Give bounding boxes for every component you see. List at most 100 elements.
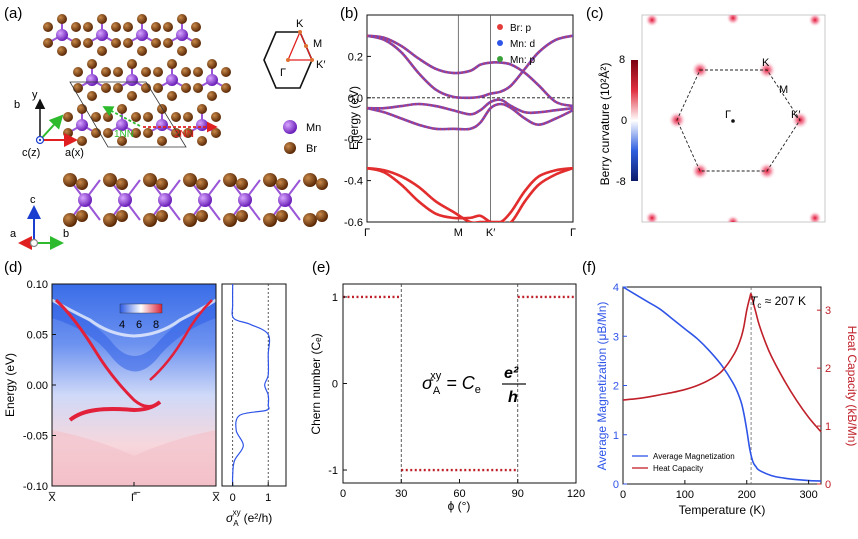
panel-e-letter: (e) [312,259,330,276]
br-atom [131,112,141,122]
x-tick-label: 120 [567,488,585,500]
band-dots [367,102,573,131]
br-atom [113,83,123,93]
sigma-plot-frame [221,283,287,487]
br-atom [156,178,168,190]
br-atom [207,59,217,69]
atom-legend: Mn Br [283,120,321,155]
br-atom [163,22,173,32]
br-atom [63,128,73,138]
br-atom [183,173,197,187]
y-tick-label: 0.2 [348,51,363,63]
y2-tick-label: 2 [825,363,831,375]
br-atom [117,104,127,114]
band-curves [367,34,573,222]
br-atom [196,178,208,190]
br-atom [191,22,201,32]
x-tick-label: Γ [364,227,370,239]
x-tick-label: 0 [340,488,346,500]
mn-atom [86,74,98,86]
br-atom [167,91,177,101]
br-atom [87,59,97,69]
c-cbar-tick-mid: 0 [621,115,627,127]
mn-atom [156,119,168,131]
x-tick-label: M [454,227,463,239]
br-atom [167,59,177,69]
magnetization-line [622,286,822,482]
br-atom [211,112,221,122]
y2-tick-label: 0 [825,479,831,491]
legend-mnd-dot [497,40,503,46]
x-tick-label: X̅ [212,492,220,504]
y-tick-label: 0.00 [27,380,48,392]
br-atom [43,38,53,48]
plot-f-legend: Average Magnetization Heat Capacity [632,452,735,473]
br-atom [193,83,203,93]
br-atom [83,38,93,48]
mn-atom [196,119,208,131]
nn2-label: 2NN [174,129,194,140]
hotspot [808,211,822,222]
br-atom [101,83,111,93]
hall-formula: σAxy = Ce e² h [422,365,526,406]
d-cbar-tick-4: 4 [119,319,125,331]
br-atom [87,91,97,101]
d-cbar-tick-6: 6 [136,319,142,331]
panel-a-letter: (a) [4,5,22,22]
legend-brp-dot [497,24,503,30]
br-atom [103,213,117,227]
x-tick-label: 200 [738,489,756,501]
br-atom [57,46,67,56]
br-atom [183,112,193,122]
band-dots [367,166,573,222]
br-atom [97,46,107,56]
legend-mnp-label: Mn: p [510,55,535,66]
hotspot [726,215,740,222]
br-atom [276,210,288,222]
br-atom [181,67,191,77]
br-atom [71,38,81,48]
c-k-label: K [762,57,770,69]
hotspot [691,162,709,180]
sigma-label: σAxy (e²/h) [226,508,272,528]
br-atom [111,22,121,32]
formula-lhs: σAxy = Ce [422,370,481,397]
x-tick-label: 0 [620,489,626,501]
br-atom [157,136,167,146]
br-atom [127,91,137,101]
plot-e-xlabel: ϕ (°) [448,499,471,513]
y-tick-label: -0.4 [344,176,363,188]
y-tick-label: 1 [332,292,338,304]
y-tick-label: -0.2 [344,134,363,146]
plot-f-y2label: Heat Capacity (kB/Mn) [845,326,858,447]
mn-atom [78,193,92,207]
br-atom [153,67,163,77]
br-atom [117,136,127,146]
bz-gamma-label: Γ [280,67,286,79]
nn1-label: 1NN [114,129,134,140]
c-colorbar-label: Berry curvature (10²Å²) [597,63,612,186]
y-tick-label: 3 [613,331,619,343]
x-tick-label: K′ [486,227,495,239]
y-tick-label: 0.10 [27,279,48,291]
br-atom [191,38,201,48]
br-atom [137,14,147,24]
br-atom [163,38,173,48]
edge-state-heatmap [52,284,216,486]
br-atom [143,112,153,122]
br-atom [221,67,231,77]
bz-kprime-label: K′ [316,59,325,71]
sigma-x-tick-label: 1 [265,492,271,504]
panel-f: (f) 0 1 2 3 4 0 1 2 3 0 100 200 300 Average Magnetiz… [582,259,858,517]
gamma-point [731,119,735,123]
mn-atom [56,29,68,41]
br-legend-label: Br [306,143,317,155]
br-atom [97,14,107,24]
br-atom [103,173,117,187]
br-atom [211,128,221,138]
formula-numerator: e² [504,365,519,382]
plot-b-legend: Br: p Mn: d Mn: p [497,23,535,66]
crystal-side-view [63,173,328,227]
y-tick-label: 0.05 [27,330,48,342]
